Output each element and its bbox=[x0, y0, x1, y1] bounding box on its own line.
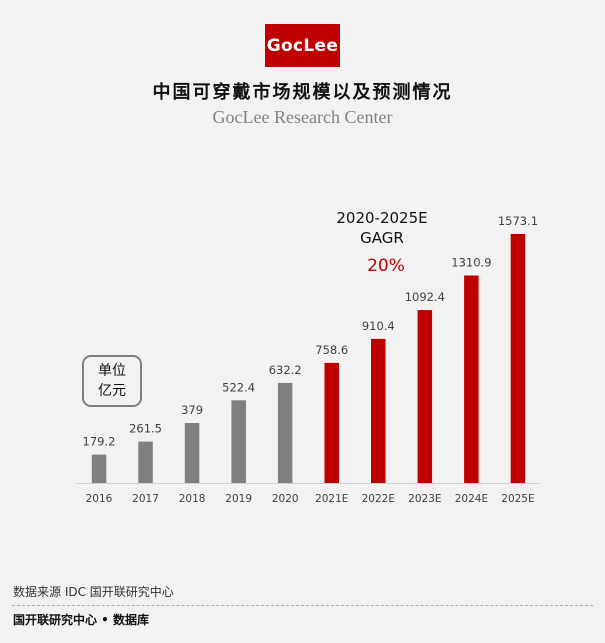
data-label-2016: 179.2 bbox=[83, 435, 116, 449]
bar-2025E bbox=[510, 234, 526, 483]
gagr-value: 20% bbox=[367, 256, 405, 276]
x-tick-label-2024E: 2024E bbox=[455, 493, 488, 505]
x-tick-label-2018: 2018 bbox=[179, 493, 206, 505]
bar-2024E bbox=[464, 275, 479, 483]
bar-2018 bbox=[184, 423, 200, 483]
chart-subtitle: GocLee Research Center bbox=[212, 107, 393, 127]
data-label-2022E: 910.4 bbox=[362, 319, 395, 333]
goclee-logo: GocLee bbox=[265, 24, 340, 67]
x-tick-label-2023E: 2023E bbox=[408, 493, 441, 505]
gagr-annotation: 2020-2025E GAGR bbox=[322, 208, 442, 248]
data-label-2024E: 1310.9 bbox=[451, 256, 491, 270]
x-tick-label-2019: 2019 bbox=[225, 493, 252, 505]
data-label-2021E: 758.6 bbox=[315, 343, 348, 357]
bar-2020 bbox=[277, 382, 293, 483]
bar-2017 bbox=[138, 441, 153, 483]
unit-label-line2: 亿元 bbox=[98, 383, 126, 399]
gagr-period: 2020-2025E bbox=[336, 209, 428, 227]
unit-label-line1: 单位 bbox=[98, 363, 126, 379]
bars-group: 179.2 2016 261.5 2017 379 2018 522.4 2019 632.2 2… bbox=[83, 214, 539, 505]
data-label-2017: 261.5 bbox=[129, 422, 162, 436]
data-label-2019: 522.4 bbox=[222, 380, 255, 394]
x-tick-label-2017: 2017 bbox=[132, 493, 159, 505]
bar-2023E bbox=[417, 310, 433, 483]
gagr-label: GAGR bbox=[360, 229, 404, 247]
data-label-2018: 379 bbox=[181, 403, 203, 417]
x-tick-label-2025E: 2025E bbox=[501, 493, 534, 505]
data-source: 数据来源 IDC 国开联研究中心 bbox=[13, 585, 174, 599]
data-label-2025E: 1573.1 bbox=[498, 214, 538, 228]
bar-2016 bbox=[91, 454, 107, 483]
x-tick-label-2021E: 2021E bbox=[315, 493, 348, 505]
chart-title: 中国可穿戴市场规模以及预测情况 bbox=[152, 82, 453, 103]
data-label-2020: 632.2 bbox=[269, 363, 302, 377]
x-tick-label-2016: 2016 bbox=[86, 493, 113, 505]
bar-2022E bbox=[371, 338, 386, 483]
bar-2021E bbox=[324, 362, 339, 483]
footer-brand: 国开联研究中心 • 数据库 bbox=[13, 613, 150, 627]
bar-2019 bbox=[231, 400, 246, 483]
unit-label-box: 单位 亿元 bbox=[82, 355, 142, 407]
x-tick-label-2022E: 2022E bbox=[362, 493, 395, 505]
footer-divider bbox=[12, 605, 593, 606]
x-tick-label-2020: 2020 bbox=[272, 493, 299, 505]
data-label-2023E: 1092.4 bbox=[405, 290, 445, 304]
